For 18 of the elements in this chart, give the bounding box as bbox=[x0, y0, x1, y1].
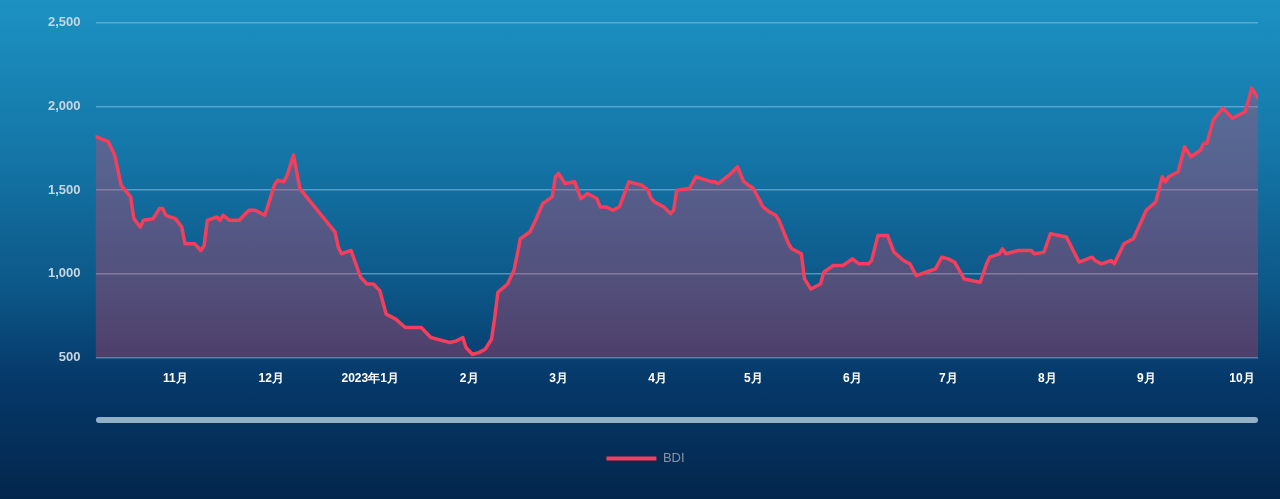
x-tick-label: 6月 bbox=[843, 371, 862, 386]
x-tick-label: 12月 bbox=[258, 371, 284, 386]
y-tick-label: 1,000 bbox=[47, 265, 81, 281]
x-tick-label: 8月 bbox=[1037, 371, 1057, 386]
y-tick-label: 2,000 bbox=[47, 98, 81, 114]
x-tick-label: 11月 bbox=[163, 371, 188, 386]
y-tick-label: 1,500 bbox=[47, 181, 81, 197]
x-tick-label: 4月 bbox=[648, 371, 667, 386]
x-tick-label: 7月 bbox=[938, 371, 958, 386]
x-tick-label: 2月 bbox=[459, 371, 479, 386]
x-tick-label: 2023年1月 bbox=[341, 371, 399, 386]
x-tick-label: 9月 bbox=[1136, 371, 1156, 386]
x-tick-label: 3月 bbox=[549, 371, 568, 386]
y-tick-label: 2,500 bbox=[47, 14, 81, 30]
x-tick-label: 10月 bbox=[1229, 371, 1255, 386]
x-tick-label: 5月 bbox=[744, 371, 763, 386]
y-tick-label: 500 bbox=[58, 349, 81, 365]
legend-label: BDI bbox=[662, 450, 685, 466]
